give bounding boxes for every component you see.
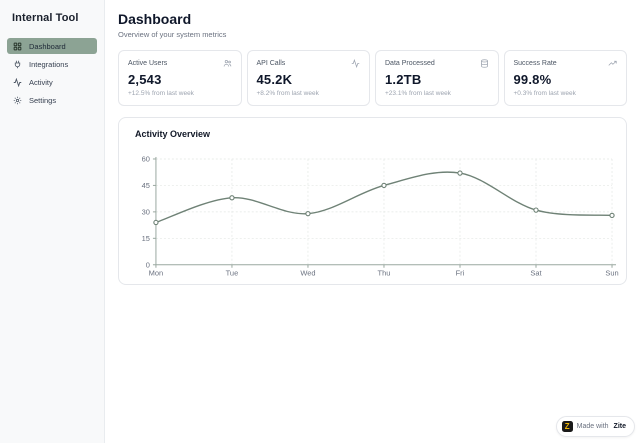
sidebar-item-label: Dashboard <box>29 41 66 51</box>
stat-label: Active Users <box>128 60 168 67</box>
data-point <box>457 170 463 176</box>
stat-card-active-users: Active Users 2,543 +12.5% from last week <box>118 50 242 106</box>
stat-card-api-calls: API Calls 45.2K +8.2% from last week <box>246 50 370 106</box>
trending-up-icon <box>608 59 617 68</box>
sidebar-item-label: Settings <box>29 95 57 105</box>
stat-change: +23.1% from last week <box>385 90 451 97</box>
data-point <box>229 195 235 201</box>
x-tick-label: Sat <box>530 269 542 278</box>
sidebar-item-label: Activity <box>29 77 53 87</box>
users-icon <box>223 59 232 68</box>
main-content: Dashboard Overview of your system metric… <box>105 0 640 443</box>
grid-icon <box>13 42 22 51</box>
y-tick-label: 15 <box>142 234 150 243</box>
page-header: Dashboard Overview of your system metric… <box>105 0 640 39</box>
page-subtitle: Overview of your system metrics <box>118 30 227 39</box>
stat-value: 99.8% <box>513 72 552 87</box>
axes <box>152 156 617 268</box>
stats-row: Active Users 2,543 +12.5% from last week… <box>118 50 627 106</box>
zite-logo-icon: Z <box>561 421 573 432</box>
stat-change: +8.2% from last week <box>256 90 319 97</box>
plug-icon <box>13 60 22 69</box>
x-tick-label: Fri <box>456 269 465 278</box>
y-tick-label: 30 <box>142 207 150 216</box>
stat-card-success-rate: Success Rate 99.8% +0.3% from last week <box>503 50 627 106</box>
made-with-label: Made with <box>576 423 609 430</box>
data-point <box>609 212 615 219</box>
data-point <box>153 219 159 226</box>
sidebar-item-integrations[interactable]: Integrations <box>7 56 97 72</box>
stat-change: +0.3% from last week <box>513 90 576 97</box>
data-point <box>305 210 311 217</box>
x-tick-label: Tue <box>226 269 239 278</box>
x-tick-label: Sun <box>605 269 618 278</box>
stat-label: Success Rate <box>513 60 557 67</box>
sidebar-item-settings[interactable]: Settings <box>7 92 97 108</box>
stat-value: 45.2K <box>256 72 293 87</box>
x-tick-label: Wed <box>300 269 315 278</box>
stat-value: 2,543 <box>128 72 162 87</box>
x-tick-label: Thu <box>378 269 391 278</box>
stat-label: API Calls <box>256 60 286 67</box>
sidebar-item-label: Integrations <box>29 59 69 69</box>
app-title: Internal Tool <box>12 12 79 24</box>
sidebar-item-activity[interactable]: Activity <box>7 74 97 90</box>
activity-icon <box>351 59 360 68</box>
zite-brand-label: Zite <box>613 423 626 430</box>
y-tick-label: 0 <box>146 260 150 269</box>
stat-card-data-processed: Data Processed 1.2TB +23.1% from last we… <box>375 50 499 106</box>
activity-overview-card: Activity Overview 0 15 30 45 60 Mon Tue Wed Thu F… <box>118 117 627 285</box>
made-with-zite-badge[interactable]: Z Made with Zite <box>555 416 635 437</box>
stat-value: 1.2TB <box>385 72 422 87</box>
sidebar-item-dashboard[interactable]: Dashboard <box>7 38 97 54</box>
page-title: Dashboard <box>118 11 192 27</box>
stat-label: Data Processed <box>385 60 435 67</box>
gear-icon <box>13 96 22 105</box>
data-points <box>153 170 615 226</box>
database-icon <box>480 59 489 68</box>
x-tick-label: Mon <box>149 269 164 278</box>
activity-icon <box>13 77 22 87</box>
sidebar: Internal Tool Dashboard Integrations Act… <box>0 0 105 443</box>
chart-title: Activity Overview <box>135 129 211 139</box>
tick-labels: 0 15 30 45 60 Mon Tue Wed Thu Fri Sat Sun <box>142 154 619 277</box>
data-point <box>533 207 539 213</box>
stat-change: +12.5% from last week <box>128 90 194 97</box>
y-tick-label: 45 <box>142 181 150 190</box>
line-chart-svg: 0 15 30 45 60 Mon Tue Wed Thu Fri Sat Sun <box>142 154 619 277</box>
sidebar-nav: Dashboard Integrations Activity Settings <box>0 38 104 108</box>
y-tick-label: 60 <box>142 154 150 163</box>
activity-chart: 0 15 30 45 60 Mon Tue Wed Thu Fri Sat Sun <box>119 147 626 279</box>
data-point <box>381 182 387 189</box>
